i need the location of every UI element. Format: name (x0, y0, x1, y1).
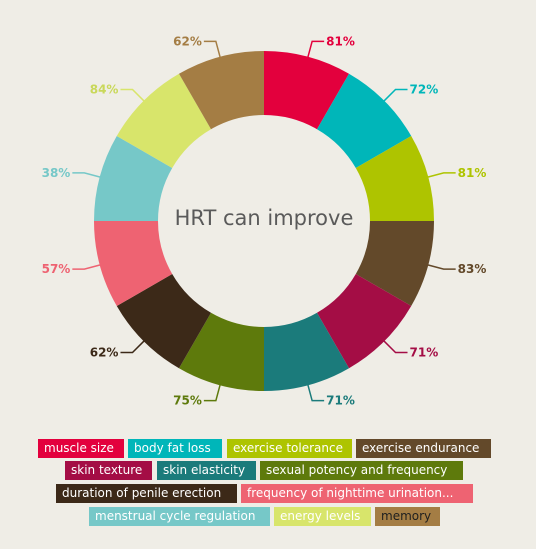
donut-slice-6 (264, 312, 349, 391)
legend-item-11: energy levels (274, 507, 371, 526)
chart-title: HRT can improve (174, 206, 354, 230)
pct-label-2: 72% (410, 82, 439, 96)
pct-label-1: 81% (326, 34, 355, 48)
pct-label-9: 57% (42, 262, 71, 276)
donut-slice-12 (179, 51, 264, 130)
legend-item-7: sexual potency and frequency (260, 461, 463, 480)
leader-line-11 (120, 88, 146, 103)
leader-line-5 (382, 339, 408, 354)
pct-label-4: 83% (458, 262, 487, 276)
donut-slice-1 (264, 51, 349, 130)
leader-line-1 (306, 40, 325, 59)
legend-item-12: memory (375, 507, 440, 526)
legend-item-10: menstrual cycle regulation (89, 507, 270, 526)
leader-line-9 (72, 263, 102, 270)
leader-line-2 (382, 88, 408, 103)
leader-line-8 (120, 339, 146, 354)
pct-label-10: 38% (42, 166, 71, 180)
leader-line-12 (203, 40, 222, 59)
pct-label-11: 84% (90, 82, 119, 96)
legend-item-8: duration of penile erection (56, 484, 237, 503)
leader-line-3 (426, 172, 456, 179)
donut-slice-11 (116, 73, 211, 168)
pct-label-5: 71% (410, 346, 439, 360)
leader-line-6 (306, 383, 325, 402)
pct-label-12: 62% (173, 34, 202, 48)
donut-slice-2 (317, 73, 412, 168)
legend-item-6: skin elasticity (157, 461, 256, 480)
donut-slice-4 (355, 221, 434, 306)
donut-slice-3 (355, 136, 434, 221)
leader-line-10 (72, 172, 102, 179)
legend-item-4: exercise endurance (356, 439, 491, 458)
donut-slice-9 (94, 221, 173, 306)
legend-item-3: exercise tolerance (227, 439, 352, 458)
donut-slice-8 (116, 274, 211, 369)
leader-line-4 (426, 263, 456, 270)
pct-label-3: 81% (458, 166, 487, 180)
leader-line-7 (203, 383, 222, 402)
pct-label-8: 62% (90, 346, 119, 360)
pct-label-7: 75% (173, 394, 202, 408)
legend-item-1: muscle size (38, 439, 124, 458)
donut-slice-7 (179, 312, 264, 391)
donut-slice-5 (317, 274, 412, 369)
donut-slice-10 (94, 136, 173, 221)
legend-item-2: body fat loss (128, 439, 222, 458)
legend-item-9: frequency of nighttime urination... (241, 484, 473, 503)
pct-label-6: 71% (326, 394, 355, 408)
legend-item-5: skin texture (65, 461, 152, 480)
